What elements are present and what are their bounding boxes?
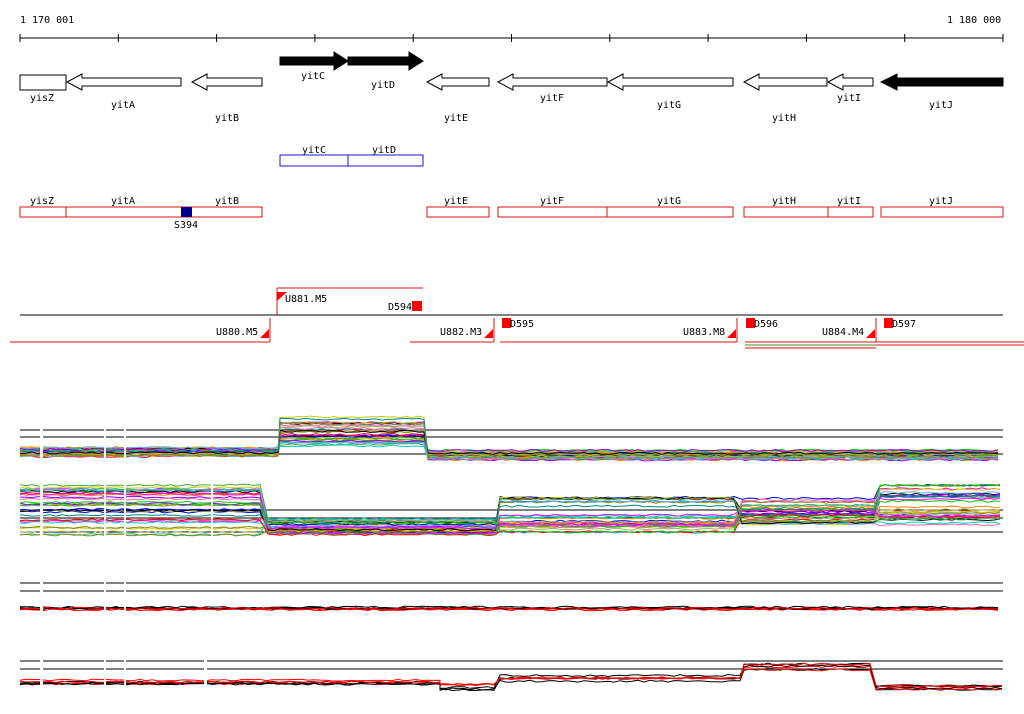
operon-label-yitJ: yitJ <box>929 196 953 207</box>
operon-box-yitC[interactable] <box>279 154 349 167</box>
expression-profile-line <box>19 606 999 610</box>
gene-arrow-yitF[interactable] <box>496 73 608 91</box>
site-marker-S394[interactable] <box>181 207 192 217</box>
gene-arrow-yitE[interactable] <box>425 73 490 91</box>
gene-label-yitG: yitG <box>657 100 681 111</box>
gene-arrow-yitA[interactable] <box>65 73 182 91</box>
operon-label-yitE: yitE <box>444 196 468 207</box>
expression-track-1 <box>19 415 1003 462</box>
gene-label-yitI: yitI <box>837 93 861 104</box>
site-label-S394: S394 <box>174 220 198 231</box>
expression-profile-line <box>19 664 1003 690</box>
expression-track-2 <box>19 483 1003 537</box>
operon-box-yitF-yitG[interactable] <box>497 206 734 218</box>
gene-arrow-yitJ[interactable] <box>879 73 1004 91</box>
tu-label-D596: D596 <box>754 319 778 330</box>
terminator-D595[interactable] <box>502 318 511 328</box>
gene-label-yitF: yitF <box>540 93 564 104</box>
operon-label-yitB: yitB <box>215 196 239 207</box>
tu-label-U882.M3: U882.M3 <box>440 327 482 338</box>
expression-profile-line <box>19 516 1001 536</box>
operon-label-yitF: yitF <box>540 196 564 207</box>
expression-profile-line <box>19 662 1003 692</box>
gene-track: yisZ yitA yitB yitC yitD yitE yitF yitG … <box>19 51 1004 124</box>
gene-arrow-yitG[interactable] <box>606 73 734 91</box>
gene-arrow-yitH[interactable] <box>742 73 828 91</box>
expression-profiles-2 <box>19 483 1001 537</box>
operon-label-yitH: yitH <box>772 196 796 207</box>
gap-columns <box>40 420 213 695</box>
operon-label-yitC: yitC <box>302 145 326 156</box>
expression-profile-line <box>19 488 1001 528</box>
gene-label-yitH: yitH <box>772 113 796 124</box>
expression-profile-line <box>19 483 1001 537</box>
operon-box-yitH-yitI[interactable] <box>743 206 874 218</box>
expression-profile-line <box>19 497 1001 530</box>
tu-label-U884.M4: U884.M4 <box>822 327 864 338</box>
operon-label-yisZ: yisZ <box>30 196 54 207</box>
gene-label-yitA: yitA <box>111 100 135 111</box>
forward-operon-track: yitC yitD <box>279 145 424 167</box>
reverse-operon-track: yisZ yitA yitB yitE yitF yitG yitH yitI … <box>19 196 1004 231</box>
gene-arrow-yitC[interactable] <box>279 51 349 71</box>
expression-profile-line <box>19 422 999 460</box>
operon-box-yisZ-yitB[interactable] <box>19 206 263 218</box>
expression-profile-line <box>19 497 1001 535</box>
terminator-D596[interactable] <box>746 318 755 328</box>
expression-profile-line <box>19 439 999 452</box>
promoter-flag-U882[interactable] <box>484 329 493 338</box>
expression-profiles-4 <box>19 662 1003 692</box>
expression-track-4 <box>19 660 1003 692</box>
operon-box-yitE[interactable] <box>426 206 490 218</box>
terminator-D597[interactable] <box>884 318 893 328</box>
gene-label-yitD: yitD <box>371 80 395 91</box>
ruler-start-label: 1 170 001 <box>20 15 74 26</box>
tu-label-U880.M5: U880.M5 <box>216 327 258 338</box>
gene-arrow-yitD[interactable] <box>347 51 424 71</box>
operon-label-yitD: yitD <box>372 145 396 156</box>
expression-profile-line <box>19 496 1001 532</box>
gene-arrow-yitB[interactable] <box>190 73 263 91</box>
tu-label-D595: D595 <box>510 319 534 330</box>
operon-label-yitG: yitG <box>657 196 681 207</box>
expression-profiles-3 <box>19 605 999 612</box>
tu-label-U883.M8: U883.M8 <box>683 327 725 338</box>
gene-label-yitB: yitB <box>215 113 239 124</box>
gene-label-yitE: yitE <box>444 113 468 124</box>
ruler-end-label: 1 180 000 <box>947 15 1001 26</box>
promoter-flag-U884[interactable] <box>866 329 875 338</box>
gene-label-yitC: yitC <box>301 71 325 82</box>
gene-label-yisZ: yisZ <box>30 93 54 104</box>
expression-profiles-1 <box>19 415 999 462</box>
tu-label-D597: D597 <box>892 319 916 330</box>
promoter-flag-U883[interactable] <box>727 329 736 338</box>
terminator-D594[interactable] <box>412 301 422 311</box>
operon-box-yitD[interactable] <box>347 154 424 167</box>
expression-profile-line <box>19 608 999 612</box>
expression-profile-line <box>19 429 999 455</box>
expression-profile-line <box>19 662 1002 688</box>
operon-label-yitI: yitI <box>837 196 861 207</box>
operon-label-yitA: yitA <box>111 196 135 207</box>
gene-arrow-yitI[interactable] <box>826 73 874 91</box>
promoter-flag-U881[interactable] <box>277 292 287 301</box>
position-ruler: 1 170 001 1 180 000 <box>19 15 1004 42</box>
expression-profile-line <box>20 605 999 609</box>
tu-label-D594: D594 <box>388 302 412 313</box>
operon-box-yitJ[interactable] <box>880 206 1004 218</box>
expression-profile-line <box>19 492 1001 530</box>
expression-track-3 <box>19 582 1003 612</box>
gene-label-yitJ: yitJ <box>929 100 953 111</box>
transcription-unit-track: U881.M5 D594 U880.M5 U882.M3 D595 U883.M… <box>10 287 1024 349</box>
promoter-flag-U880[interactable] <box>260 329 269 338</box>
expression-profile-line <box>19 483 1001 534</box>
ruler-ticks <box>19 34 1004 42</box>
gene-arrow-yisZ[interactable] <box>19 74 67 91</box>
tu-label-U881.M5: U881.M5 <box>285 294 327 305</box>
